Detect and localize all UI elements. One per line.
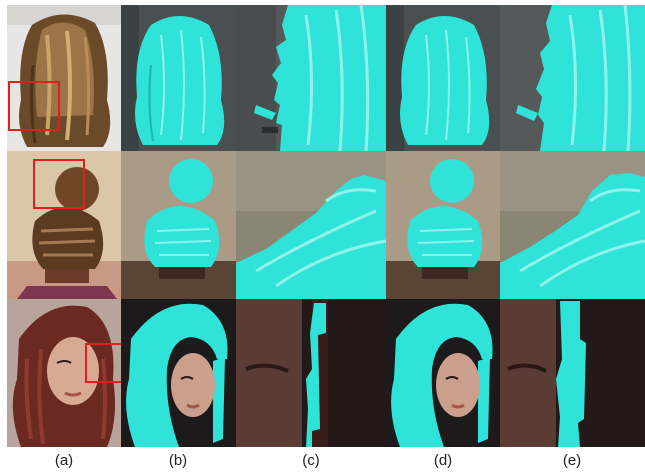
row1-col-e-zoom-crop <box>500 5 645 151</box>
row2-col-b-segmentation <box>121 151 236 299</box>
row2-col-c-zoom-crop <box>236 151 386 299</box>
row3-col-d-segmentation <box>386 299 500 447</box>
highlight-box <box>85 343 121 383</box>
column-label-e: (e) <box>562 452 582 469</box>
column-label-a: (a) <box>54 452 74 469</box>
column-label-b: (b) <box>168 452 188 469</box>
highlight-box <box>8 81 60 131</box>
row1-col-d-segmentation <box>386 5 500 151</box>
row1-col-c-zoom-crop <box>236 5 386 151</box>
row2-col-a-original-image <box>7 151 121 299</box>
column-label-c: (c) <box>302 452 320 469</box>
row1-col-a-original-image <box>7 5 121 151</box>
row3-col-c-zoom-crop <box>236 299 386 447</box>
highlight-box <box>33 159 85 209</box>
row2-col-d-segmentation <box>386 151 500 299</box>
row3-col-a-original-image <box>7 299 121 447</box>
column-label-d: (d) <box>433 452 453 469</box>
row1-col-b-segmentation <box>121 5 236 151</box>
row3-col-e-zoom-crop <box>500 299 645 447</box>
row3-col-b-segmentation <box>121 299 236 447</box>
row2-col-e-zoom-crop <box>500 151 645 299</box>
